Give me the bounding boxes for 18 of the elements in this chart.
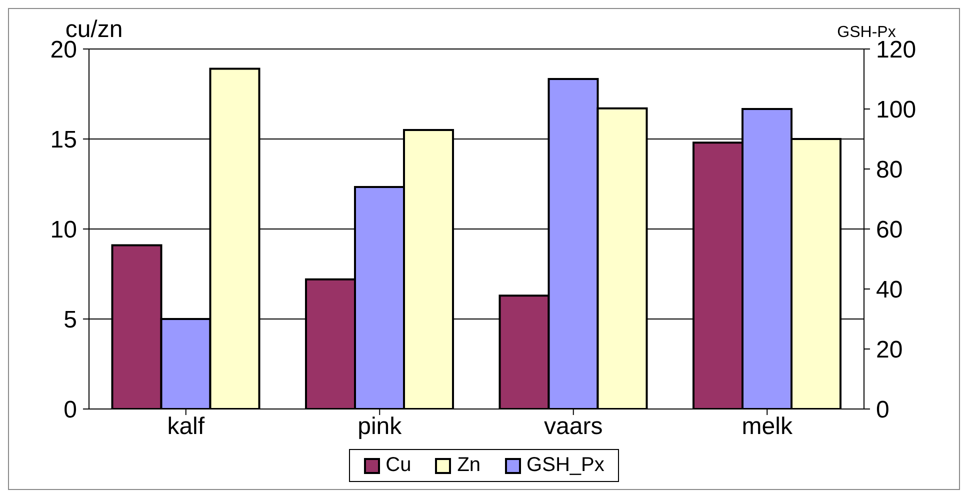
- legend-label: Cu: [386, 454, 412, 477]
- y-tick-label: 10: [50, 216, 77, 244]
- y2-tick-label: 60: [876, 216, 903, 244]
- y-tick-label: 0: [64, 396, 77, 424]
- y-tick-label: 15: [50, 126, 77, 154]
- x-tick-label: vaars: [544, 413, 603, 440]
- x-tick-label: kalf: [167, 413, 205, 440]
- x-tick-label: melk: [742, 413, 794, 440]
- y2-tick-label: 0: [876, 396, 890, 424]
- y2-tick-label: 100: [876, 96, 916, 124]
- legend-label: GSH_Px: [526, 454, 604, 477]
- y-tick-label: 5: [64, 306, 77, 334]
- y2-tick-label: 80: [876, 156, 903, 184]
- legend-label: Zn: [457, 454, 481, 477]
- y-tick-label: 20: [50, 36, 77, 64]
- x-tick-label: pink: [358, 413, 403, 440]
- y2-tick-label: 20: [876, 336, 903, 364]
- y2-tick-label: 40: [876, 276, 903, 304]
